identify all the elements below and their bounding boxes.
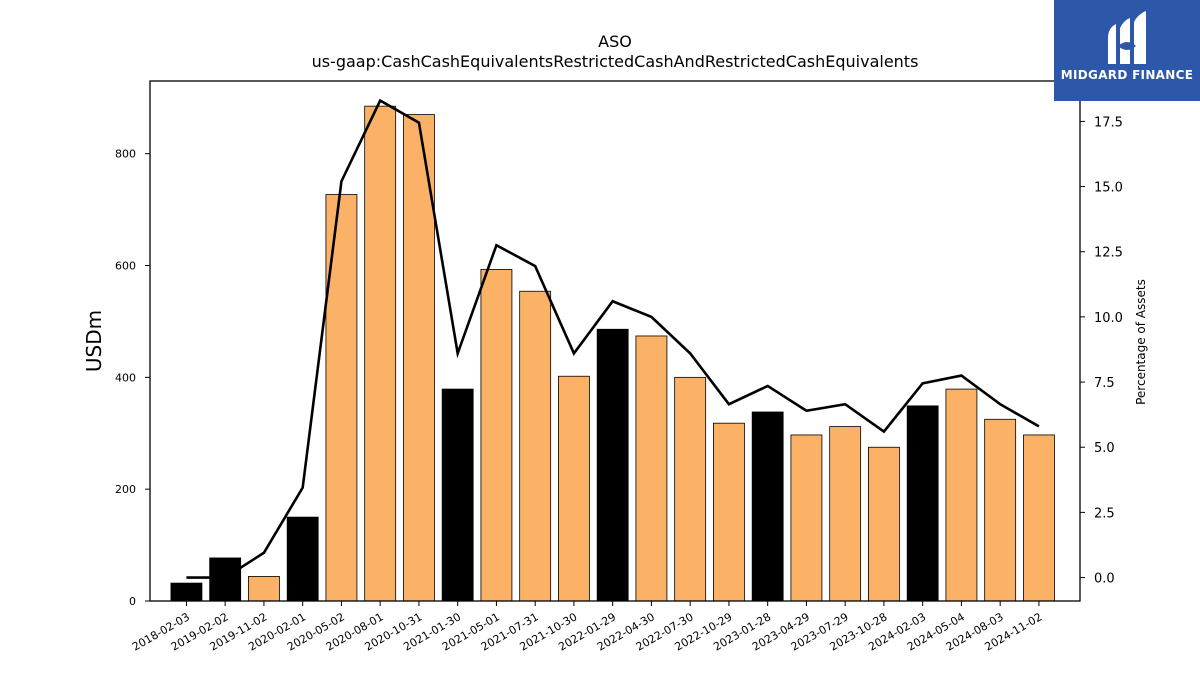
- y-tick-label: 400: [115, 371, 136, 384]
- bar-2019-02-02: [209, 557, 242, 602]
- bar-2024-11-02: [1023, 434, 1055, 602]
- bar-2020-02-01: [286, 516, 319, 602]
- y2-tick-label: 0.0: [1094, 572, 1115, 587]
- y-tick-label: 0: [129, 595, 136, 608]
- bar-2021-01-30: [441, 388, 474, 602]
- y2-tick-label: 17.5: [1094, 115, 1123, 130]
- logo-text: MIDGARD FINANCE: [1060, 68, 1194, 82]
- bar-2021-07-31: [519, 290, 552, 602]
- y-axis-label: USDm: [82, 310, 106, 372]
- bar-2019-11-02: [248, 576, 280, 602]
- bar-2024-05-04: [945, 388, 978, 602]
- bar-2024-08-03: [984, 418, 1017, 602]
- y2-tick-label: 2.5: [1094, 506, 1115, 521]
- percentage-line: [186, 98, 1040, 579]
- y2-tick-label: 12.5: [1094, 246, 1123, 261]
- y2-tick-label: 7.5: [1094, 376, 1115, 391]
- chart-subtitle: us-gaap:CashCashEquivalentsRestrictedCas…: [311, 52, 919, 71]
- bar-2020-08-01: [364, 105, 397, 602]
- logo-mark-icon: [1108, 11, 1146, 64]
- y2-tick-label: 15.0: [1094, 181, 1123, 196]
- bar-2021-10-30: [558, 375, 590, 602]
- bar-2023-07-29: [829, 426, 862, 602]
- bar-2022-01-29: [596, 328, 629, 602]
- bar-2021-05-01: [480, 269, 513, 602]
- bar-2023-04-29: [790, 434, 823, 602]
- bar-2020-05-02: [325, 194, 358, 602]
- bar-2022-04-30: [635, 335, 668, 602]
- bar-2018-02-03: [170, 582, 203, 602]
- bar-2020-10-31: [403, 114, 435, 602]
- y2-axis-label: Percentage of Assets: [1134, 279, 1148, 405]
- y-tick-label: 600: [115, 260, 136, 273]
- brand-logo: MIDGARD FINANCE: [1054, 0, 1200, 101]
- y2-tick-label: 5.0: [1094, 441, 1115, 456]
- y-tick-label: 800: [115, 148, 136, 161]
- bar-2022-07-30: [674, 376, 707, 602]
- bar-2024-02-03: [906, 405, 939, 602]
- bar-2023-10-28: [868, 446, 900, 602]
- y2-tick-label: 10.0: [1094, 311, 1123, 326]
- chart-title: ASO: [598, 32, 632, 51]
- bar-2023-01-28: [751, 411, 784, 602]
- plot-frame: [149, 80, 1081, 602]
- bar-2022-10-29: [713, 422, 745, 602]
- y-tick-label: 200: [115, 483, 136, 496]
